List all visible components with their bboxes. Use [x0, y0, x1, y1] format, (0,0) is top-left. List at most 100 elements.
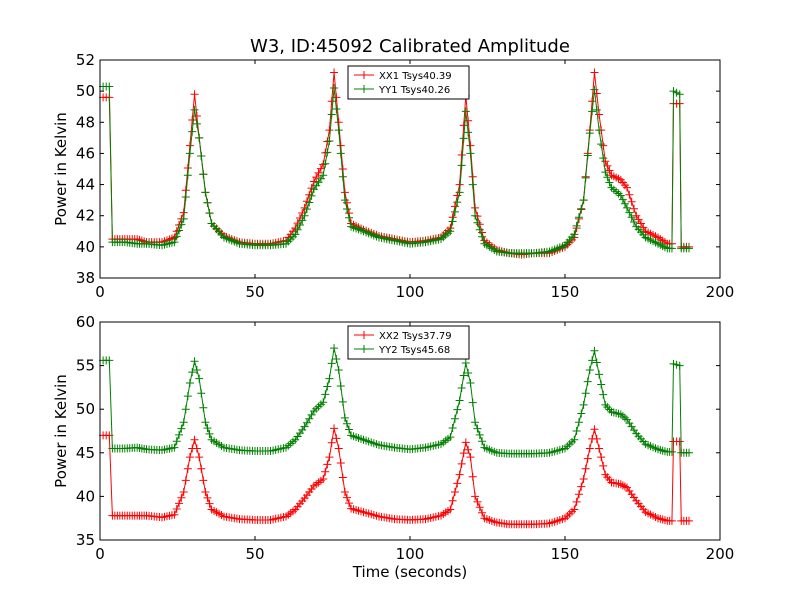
- data-point-marker: [459, 371, 468, 380]
- data-point-marker: [302, 205, 311, 214]
- data-point-marker: [461, 358, 470, 367]
- data-point-marker: [471, 211, 480, 220]
- y-tick-label: 38: [76, 269, 95, 287]
- data-point-marker: [629, 204, 638, 213]
- y-tick-label: 52: [76, 51, 95, 69]
- data-point-marker: [183, 392, 192, 401]
- data-point-marker: [453, 479, 462, 488]
- data-point-marker: [332, 434, 341, 443]
- data-point-marker: [667, 516, 676, 525]
- data-point-marker: [319, 398, 328, 407]
- data-point-marker: [293, 225, 302, 234]
- data-point-marker: [473, 218, 482, 227]
- data-point-marker: [446, 227, 455, 236]
- data-point-marker: [330, 68, 339, 77]
- legend-swatch-marker: [360, 331, 368, 339]
- legend: XX2 Tsys37.79 YY2 Tsys45.68: [347, 325, 470, 360]
- data-point-marker: [464, 445, 473, 454]
- data-point-marker: [201, 488, 210, 497]
- data-point-marker: [570, 505, 579, 514]
- data-point-marker: [172, 232, 181, 241]
- data-point-marker: [309, 177, 318, 186]
- data-point-marker: [597, 380, 606, 389]
- data-point-marker: [464, 369, 473, 378]
- x-tick-label: 200: [706, 545, 735, 563]
- data-point-marker: [321, 148, 330, 157]
- data-point-marker: [323, 148, 332, 157]
- data-point-marker: [330, 344, 339, 353]
- y-tick-label: 55: [76, 357, 95, 375]
- data-point-marker: [190, 90, 199, 99]
- data-point-marker: [583, 377, 592, 386]
- data-point-marker: [179, 488, 188, 497]
- series-markers-2: [99, 344, 693, 458]
- data-point-marker: [203, 493, 212, 502]
- data-point-marker: [188, 368, 197, 377]
- data-point-marker: [685, 244, 693, 253]
- data-point-marker: [461, 107, 470, 116]
- data-point-marker: [475, 430, 484, 439]
- data-point-marker: [345, 425, 354, 434]
- y-axis-label: Power in Kelvin: [52, 112, 70, 226]
- data-point-marker: [203, 198, 212, 207]
- data-point-marker: [325, 136, 334, 145]
- legend-box: [347, 325, 470, 360]
- series-line-2: [103, 348, 689, 455]
- data-point-marker: [585, 365, 594, 374]
- data-point-marker: [319, 171, 328, 180]
- data-point-marker: [588, 97, 597, 106]
- data-point-marker: [685, 448, 693, 457]
- x-tick-label: 100: [396, 283, 425, 301]
- data-point-marker: [627, 213, 636, 222]
- data-point-marker: [466, 453, 475, 462]
- data-point-marker: [105, 356, 114, 365]
- y-tick-label: 45: [76, 444, 95, 462]
- legend-label: YY1 Tsys40.26: [378, 85, 450, 96]
- data-point-marker: [625, 190, 634, 199]
- data-point-marker: [588, 107, 597, 116]
- legend: XX1 Tsys40.39 YY1 Tsys40.26: [347, 65, 470, 100]
- data-point-marker: [298, 216, 307, 225]
- data-point-marker: [457, 383, 466, 392]
- y-tick-label: 50: [76, 82, 95, 100]
- data-point-marker: [197, 464, 206, 473]
- data-point-marker: [457, 459, 466, 468]
- data-point-marker: [590, 425, 599, 434]
- data-point-marker: [616, 410, 625, 419]
- y-tick-label: 46: [76, 144, 95, 162]
- data-point-marker: [190, 435, 199, 444]
- data-point-marker: [325, 453, 334, 462]
- y-tick-label: 40: [76, 238, 95, 256]
- data-point-marker: [181, 405, 190, 414]
- data-point-marker: [188, 115, 197, 124]
- data-point-marker: [616, 480, 625, 489]
- data-point-marker: [595, 444, 604, 453]
- data-point-marker: [323, 382, 332, 391]
- data-point-marker: [471, 418, 480, 427]
- data-point-marker: [457, 161, 466, 170]
- data-point-marker: [105, 82, 114, 91]
- data-point-marker: [450, 207, 459, 216]
- data-point-marker: [616, 191, 625, 200]
- data-point-marker: [179, 418, 188, 427]
- data-point-marker: [199, 476, 208, 485]
- data-point-marker: [448, 217, 457, 226]
- x-tick-label: 0: [95, 283, 105, 301]
- data-point-marker: [185, 149, 194, 158]
- y-tick-label: 40: [76, 487, 95, 505]
- data-point-marker: [675, 90, 684, 99]
- data-point-marker: [340, 488, 349, 497]
- data-point-marker: [295, 221, 304, 230]
- data-point-marker: [466, 141, 475, 150]
- data-point-marker: [572, 497, 581, 506]
- data-point-marker: [597, 140, 606, 149]
- data-point-marker: [170, 443, 179, 452]
- data-point-marker: [340, 196, 349, 205]
- data-point-marker: [620, 482, 629, 491]
- data-point-marker: [327, 359, 336, 368]
- data-point-marker: [172, 505, 181, 514]
- legend-swatch-marker: [360, 345, 368, 353]
- x-tick-label: 100: [396, 545, 425, 563]
- x-tick-label: 150: [551, 283, 580, 301]
